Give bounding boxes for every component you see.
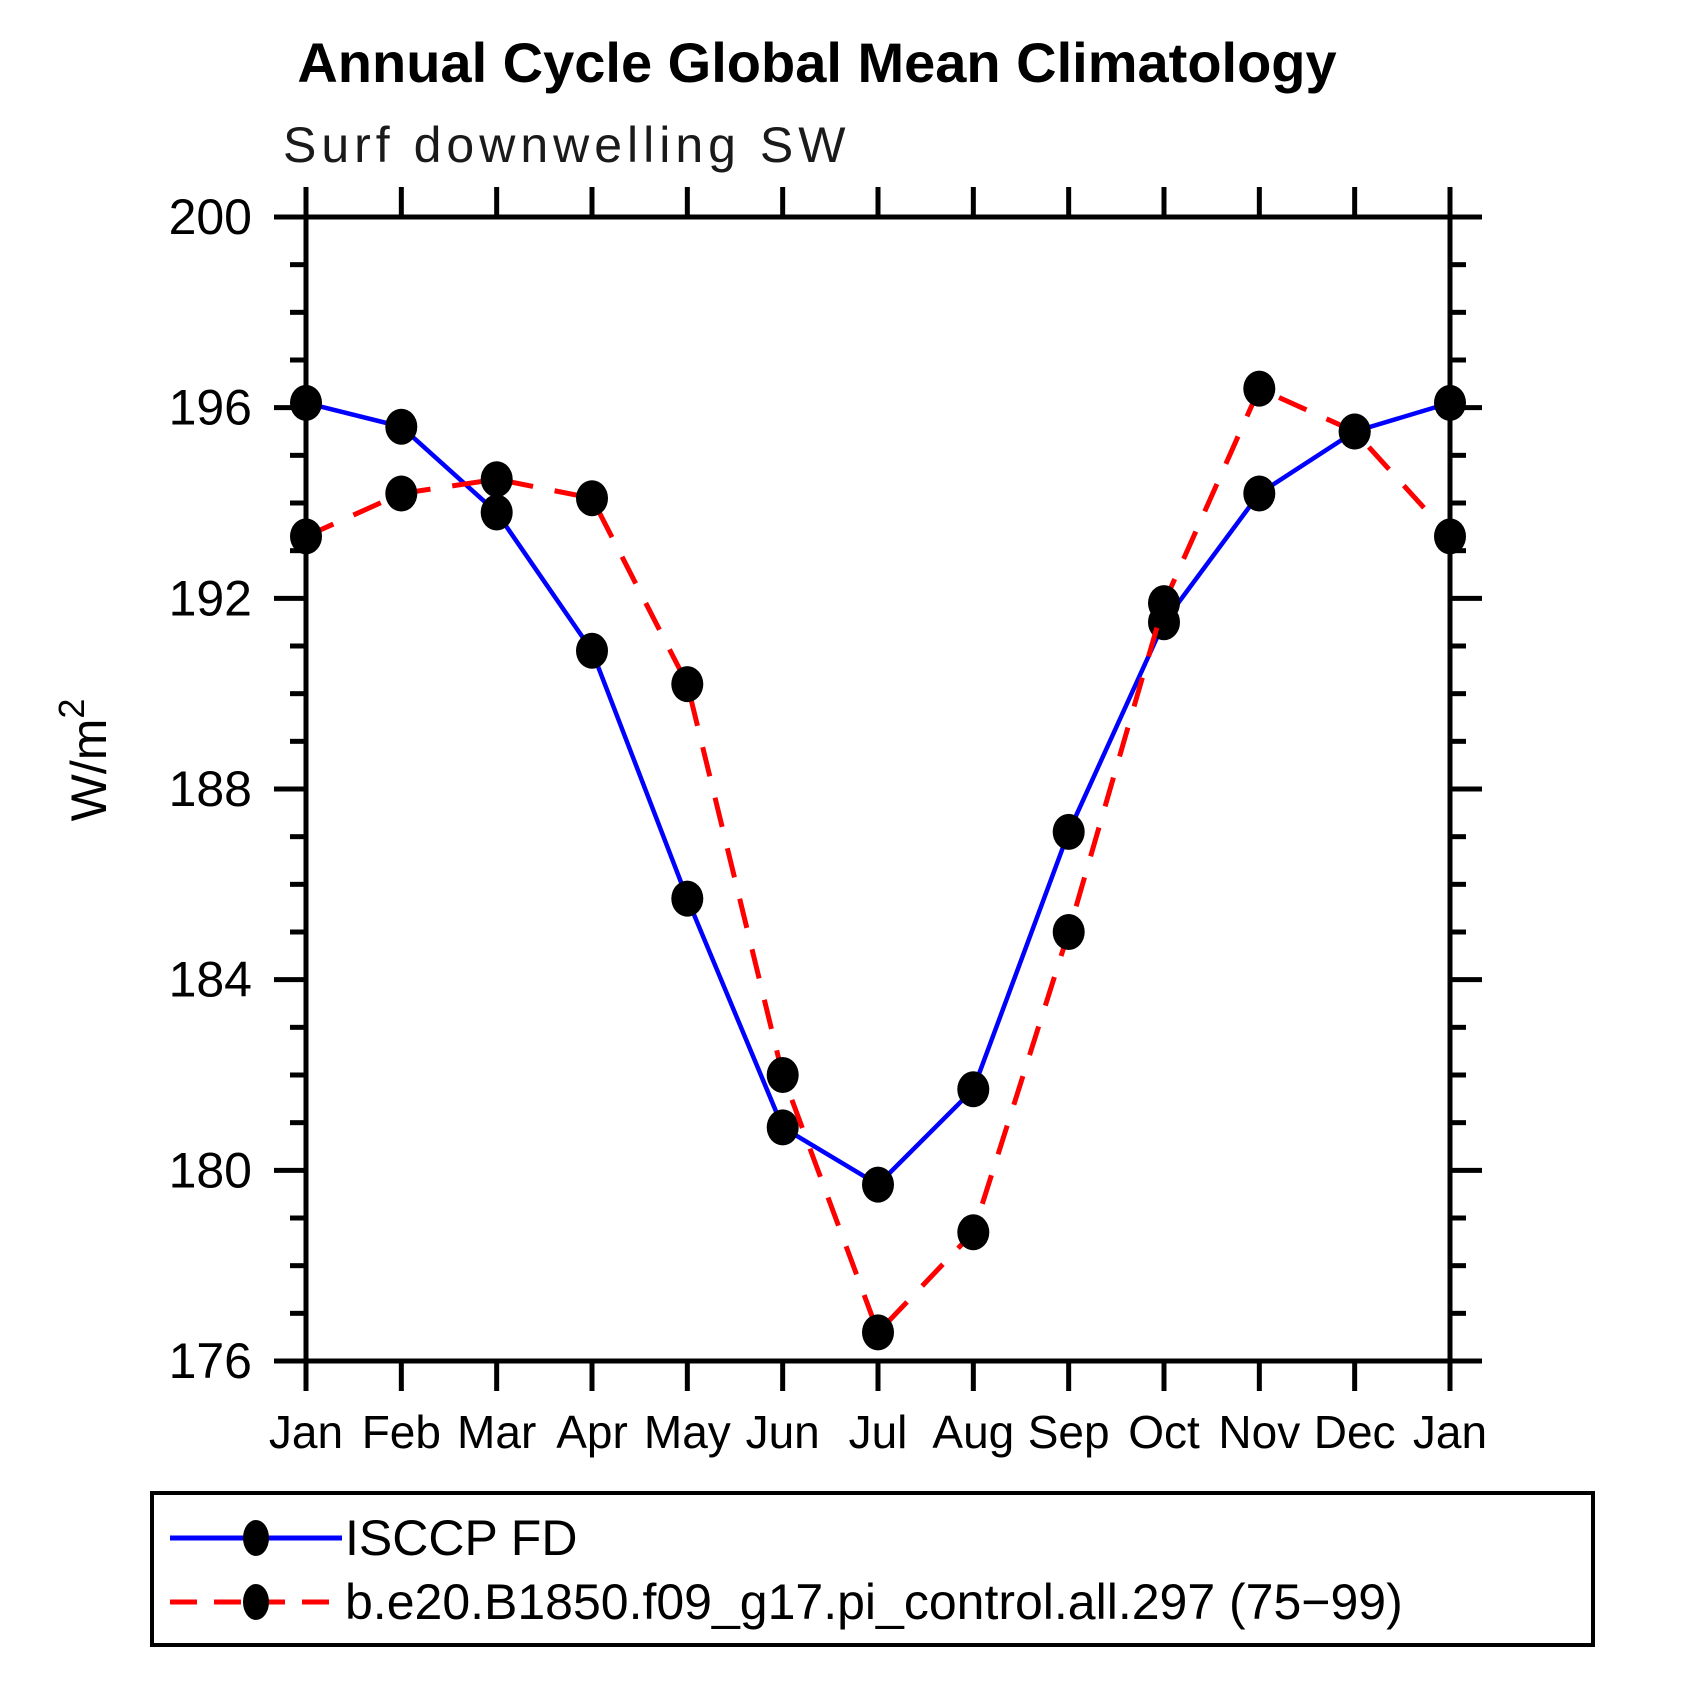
legend-marker-model: [243, 1584, 269, 1620]
data-point-marker: [385, 475, 418, 512]
x-tick-label: May: [644, 1406, 731, 1458]
x-tick-label: Apr: [556, 1406, 628, 1458]
data-point-marker: [480, 461, 513, 498]
series-line-0: [305, 400, 1451, 1188]
data-point-marker: [1243, 370, 1276, 407]
y-tick-label: 196: [169, 380, 252, 436]
plot-frame: [303, 214, 1453, 1364]
x-tick-label: Feb: [362, 1406, 441, 1458]
chart-title: Annual Cycle Global Mean Climatology: [297, 31, 1336, 94]
data-point-marker: [1243, 475, 1276, 512]
y-axis-label-exponent: 2: [51, 699, 92, 719]
legend-label-obs: ISCCP FD: [345, 1510, 577, 1566]
x-tick-label: Oct: [1128, 1406, 1200, 1458]
legend: ISCCP FD b.e20.B1850.f09_g17.pi_control.…: [150, 1491, 1595, 1647]
data-point-marker: [671, 880, 704, 917]
y-axis-label: W/m2: [51, 699, 117, 822]
data-point-marker: [1052, 813, 1085, 850]
x-tick-label: Sep: [1028, 1406, 1110, 1458]
data-point-marker: [576, 632, 608, 669]
data-point-marker: [385, 408, 418, 445]
data-point-marker: [766, 1109, 799, 1146]
y-tick-label: 180: [169, 1142, 252, 1198]
data-point-marker: [1148, 585, 1180, 622]
y-tick-label: 184: [169, 952, 252, 1008]
axes-group: Jan Feb Mar Apr May Jun Jul Aug Sep Oct Nov Dec Jan 1…: [169, 187, 1487, 1458]
x-tick-label: Aug: [932, 1406, 1014, 1458]
y-tick-label: 200: [169, 189, 252, 245]
data-point-marker: [480, 494, 513, 531]
legend-entry-model: b.e20.B1850.f09_g17.pi_control.all.297 (…: [170, 1574, 1403, 1630]
x-tick-label: Jul: [849, 1406, 908, 1458]
legend-box: [150, 1491, 1595, 1647]
x-tick-label: Jun: [746, 1406, 820, 1458]
data-point-marker: [957, 1071, 990, 1108]
chart-subtitle: Surf downwelling SW: [283, 117, 850, 173]
data-point-marker: [1338, 413, 1371, 450]
data-point-marker: [1052, 914, 1085, 950]
y-tick-label: 192: [169, 570, 252, 626]
data-point-marker: [766, 1057, 799, 1093]
series-group: [290, 370, 1466, 1351]
x-tick-label: Jan: [1413, 1406, 1487, 1458]
x-tick-label: Jan: [269, 1406, 343, 1458]
x-tick-label: Dec: [1314, 1406, 1396, 1458]
y-tick-label: 188: [169, 761, 252, 817]
legend-marker-obs: [243, 1520, 269, 1556]
y-tick-label: 176: [169, 1333, 252, 1389]
x-tick-label: Mar: [457, 1406, 536, 1458]
data-point-marker: [862, 1314, 894, 1351]
legend-entry-obs: ISCCP FD: [170, 1510, 577, 1566]
x-tick-label: Nov: [1218, 1406, 1300, 1458]
data-point-marker: [957, 1214, 990, 1251]
data-point-marker: [576, 480, 608, 517]
legend-label-model: b.e20.B1850.f09_g17.pi_control.all.297 (…: [345, 1574, 1403, 1630]
data-point-marker: [671, 666, 704, 703]
data-point-marker: [862, 1166, 894, 1203]
